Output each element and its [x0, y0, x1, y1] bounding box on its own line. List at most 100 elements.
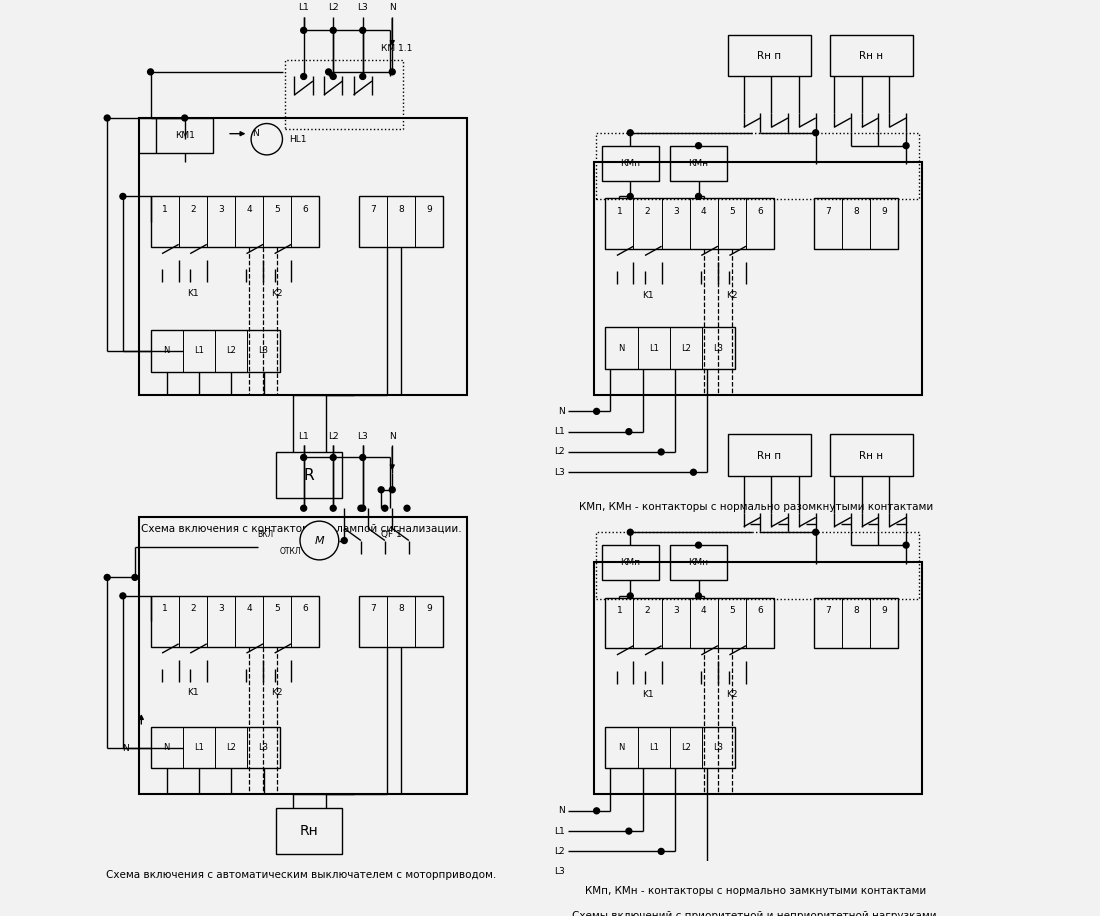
- Circle shape: [300, 454, 307, 461]
- Text: R: R: [304, 467, 315, 483]
- Text: QF 1: QF 1: [382, 529, 402, 539]
- Circle shape: [695, 542, 702, 548]
- Circle shape: [695, 143, 702, 148]
- Circle shape: [594, 808, 600, 813]
- Bar: [140, 518, 468, 794]
- Text: N: N: [164, 743, 169, 752]
- Bar: [829, 434, 913, 476]
- Text: L3: L3: [554, 867, 564, 877]
- Circle shape: [330, 73, 337, 80]
- Circle shape: [132, 574, 138, 581]
- Text: 5: 5: [274, 205, 280, 213]
- Circle shape: [330, 454, 337, 461]
- Circle shape: [360, 27, 365, 33]
- Text: L1: L1: [554, 826, 564, 835]
- Text: L2: L2: [227, 743, 236, 752]
- Circle shape: [903, 542, 909, 548]
- Text: 4: 4: [246, 605, 252, 614]
- Text: L2: L2: [554, 847, 564, 856]
- Circle shape: [389, 69, 395, 75]
- Circle shape: [104, 115, 110, 121]
- Text: K2: K2: [726, 690, 738, 699]
- Text: L3: L3: [714, 743, 724, 752]
- Bar: [276, 452, 342, 498]
- Text: КМп, КМн - контакторы с нормально разомкнутыми контактами: КМп, КМн - контакторы с нормально разомк…: [579, 502, 933, 512]
- Circle shape: [389, 486, 395, 493]
- Circle shape: [330, 27, 337, 33]
- Circle shape: [300, 506, 307, 511]
- Text: L1: L1: [554, 427, 564, 436]
- Circle shape: [627, 193, 634, 200]
- Bar: [670, 146, 727, 180]
- Text: L1: L1: [298, 3, 309, 12]
- Text: K2: K2: [726, 290, 738, 300]
- Bar: [151, 596, 319, 647]
- Bar: [156, 118, 213, 153]
- Text: L2: L2: [681, 344, 691, 353]
- Circle shape: [360, 73, 365, 80]
- Text: 8: 8: [854, 606, 859, 616]
- Text: Rн н: Rн н: [859, 51, 883, 61]
- Text: L3: L3: [554, 468, 564, 476]
- Circle shape: [120, 593, 125, 599]
- Text: 3: 3: [673, 207, 679, 215]
- Text: 3: 3: [218, 205, 223, 213]
- Text: L3: L3: [358, 431, 368, 441]
- Text: Схема включения с контактором и лампой сигнализации.: Схема включения с контактором и лампой с…: [141, 524, 461, 533]
- Text: 4: 4: [246, 205, 252, 213]
- Text: 8: 8: [398, 205, 404, 213]
- Circle shape: [326, 69, 331, 75]
- Circle shape: [813, 130, 818, 136]
- Text: HL1: HL1: [289, 135, 307, 144]
- Text: КМ 1.1: КМ 1.1: [382, 44, 412, 53]
- Circle shape: [626, 828, 631, 834]
- Text: 6: 6: [757, 606, 763, 616]
- Text: ОТКЛ: ОТКЛ: [279, 547, 301, 556]
- Text: 7: 7: [825, 606, 830, 616]
- Text: 1: 1: [616, 207, 623, 215]
- Text: N: N: [558, 806, 564, 815]
- Text: N: N: [389, 431, 396, 441]
- Bar: [814, 198, 899, 249]
- Text: 2: 2: [190, 605, 196, 614]
- Text: Схемы включений с приоритетной и неприоритетной нагрузками.: Схемы включений с приоритетной и неприор…: [572, 911, 939, 916]
- Circle shape: [382, 506, 388, 511]
- Text: 5: 5: [274, 605, 280, 614]
- Circle shape: [626, 429, 631, 434]
- Text: M: M: [315, 536, 324, 546]
- Text: L3: L3: [714, 344, 724, 353]
- Bar: [602, 146, 659, 180]
- Text: 4: 4: [701, 207, 706, 215]
- Text: L1: L1: [649, 743, 659, 752]
- Text: Схема включения с автоматическим выключателем с моторприводом.: Схема включения с автоматическим выключа…: [106, 870, 496, 880]
- Circle shape: [695, 593, 702, 599]
- Text: L2: L2: [328, 431, 339, 441]
- Text: 6: 6: [757, 207, 763, 215]
- Circle shape: [903, 143, 909, 148]
- Text: L3: L3: [258, 346, 268, 355]
- Circle shape: [358, 506, 364, 511]
- Circle shape: [594, 409, 600, 414]
- Text: K1: K1: [187, 688, 199, 697]
- Text: L2: L2: [681, 743, 691, 752]
- Circle shape: [627, 529, 634, 535]
- Bar: [728, 434, 811, 476]
- Text: N: N: [122, 744, 129, 753]
- Text: КМ1: КМ1: [175, 131, 195, 140]
- Bar: [605, 598, 774, 649]
- Text: 2: 2: [645, 606, 650, 616]
- Text: 1: 1: [616, 606, 623, 616]
- Text: 7: 7: [371, 205, 376, 213]
- Text: K2: K2: [272, 688, 283, 697]
- Circle shape: [378, 486, 384, 493]
- Circle shape: [147, 69, 154, 75]
- Text: Rн: Rн: [300, 824, 319, 838]
- Bar: [276, 808, 342, 855]
- Circle shape: [691, 868, 696, 875]
- Circle shape: [120, 193, 125, 200]
- Bar: [151, 196, 319, 247]
- Bar: [151, 330, 279, 372]
- Text: 9: 9: [427, 205, 432, 213]
- Text: L1: L1: [194, 743, 204, 752]
- Text: 1: 1: [162, 205, 167, 213]
